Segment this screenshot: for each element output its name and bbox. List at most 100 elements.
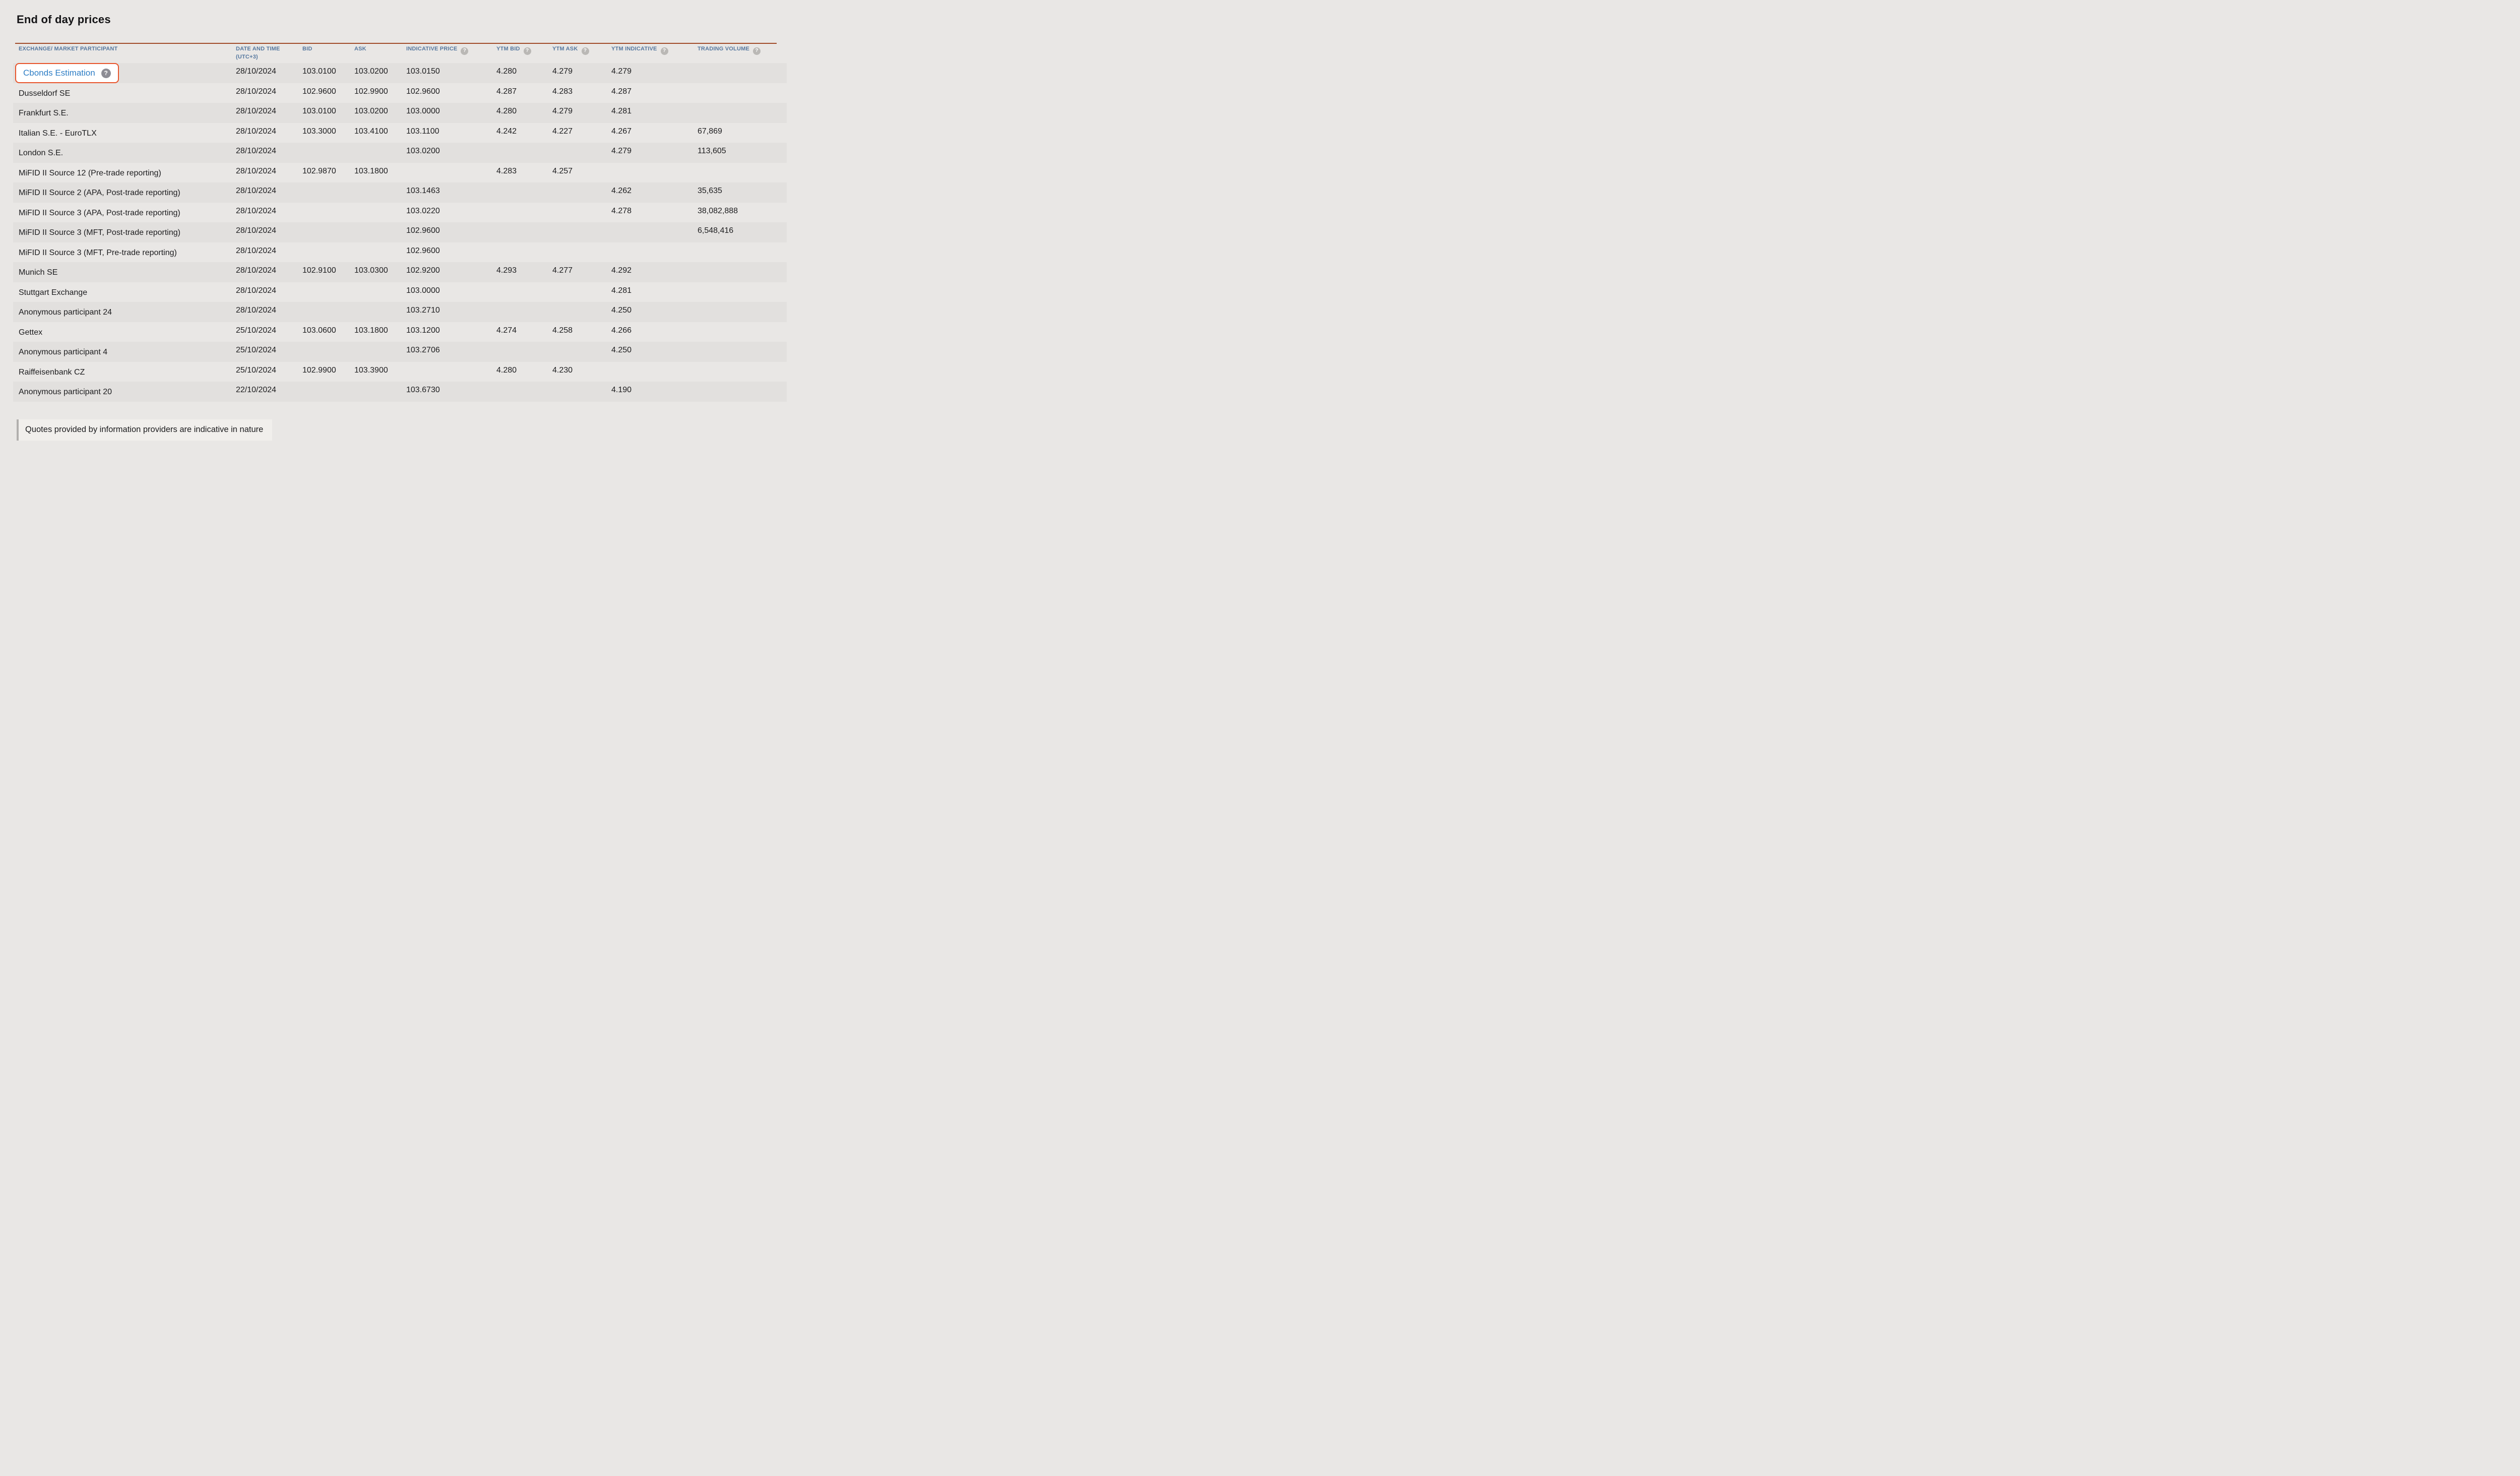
column-header-ytm_bid: YTM BID? (496, 45, 552, 55)
help-icon[interactable]: ? (461, 47, 469, 55)
cell-ytm_bid: 4.280 (496, 67, 517, 76)
cell-ytm_ask (552, 182, 611, 187)
footer-note-text: Quotes provided by information providers… (25, 425, 264, 434)
column-header-volume: TRADING VOLUME? (698, 45, 787, 55)
cell-participant: Cbonds Estimation? (13, 63, 236, 83)
cell-date: 28/10/2024 (236, 147, 277, 155)
cell-volume (698, 163, 787, 167)
cell-volume: 113,605 (698, 147, 726, 155)
cell-ytm_indicative (611, 222, 698, 226)
help-icon[interactable]: ? (101, 68, 111, 78)
cell-ytm_bid: 4.287 (496, 87, 517, 96)
cell-bid (302, 222, 354, 226)
help-icon[interactable]: ? (660, 47, 668, 55)
column-header-label: EXCHANGE/ MARKET PARTICIPANT (19, 46, 118, 52)
cell-ytm_ask (552, 203, 611, 207)
cell-participant: Stuttgart Exchange (19, 288, 88, 297)
cell-ytm_bid (496, 242, 552, 247)
cell-ask: 103.1800 (354, 166, 388, 175)
cell-date: 28/10/2024 (236, 266, 277, 275)
cell-ytm_bid (496, 203, 552, 207)
column-header-label: TRADING VOLUME (698, 46, 750, 52)
cell-date: 28/10/2024 (236, 286, 277, 295)
cell-ytm_ask (552, 302, 611, 306)
cell-ytm_indicative: 4.190 (611, 386, 632, 394)
cell-ytm_ask: 4.257 (552, 166, 573, 175)
cell-bid (302, 143, 354, 147)
cell-volume (698, 302, 787, 306)
cell-indicative: 102.9600 (406, 87, 440, 96)
cell-ytm_indicative: 4.250 (611, 306, 632, 315)
cell-ytm_bid: 4.280 (496, 107, 517, 115)
cbonds-estimation-link[interactable]: Cbonds Estimation (23, 68, 95, 78)
cell-ask (354, 382, 406, 386)
cbonds-estimation-highlight-box[interactable]: Cbonds Estimation? (15, 63, 119, 83)
cell-ytm_bid (496, 282, 552, 286)
cell-participant: Italian S.E. - EuroTLX (19, 129, 97, 138)
cell-indicative: 103.0000 (406, 107, 440, 115)
cell-bid: 102.9870 (302, 166, 336, 175)
cell-ytm_indicative: 4.279 (611, 147, 632, 155)
cell-volume (698, 63, 787, 67)
cell-bid (302, 342, 354, 346)
cell-ask: 103.4100 (354, 127, 388, 136)
cell-date: 25/10/2024 (236, 365, 277, 375)
cell-participant: MiFID II Source 12 (Pre-trade reporting) (19, 168, 161, 177)
column-header-label: YTM BID (496, 46, 520, 52)
cell-bid: 103.3000 (302, 127, 336, 136)
cell-ytm_indicative: 4.278 (611, 206, 632, 215)
column-header-label: YTM INDICATIVE (611, 46, 657, 52)
table-body: Cbonds Estimation? 28/10/2024 103.0100 103.… (13, 63, 787, 402)
table-row: Anonymous participant 4 25/10/2024 103.270… (13, 342, 787, 362)
cell-volume (698, 242, 787, 247)
cell-ytm_indicative: 4.266 (611, 326, 632, 335)
cell-indicative: 103.1463 (406, 187, 440, 195)
column-header-ask: ASK (354, 45, 406, 53)
cell-bid: 102.9100 (302, 266, 336, 275)
cell-ask (354, 282, 406, 286)
cell-date: 28/10/2024 (236, 107, 277, 115)
cell-bid: 102.9600 (302, 87, 336, 96)
cell-indicative: 103.2710 (406, 306, 440, 315)
cell-volume (698, 322, 787, 326)
cell-date: 25/10/2024 (236, 326, 277, 335)
cell-ytm_indicative: 4.281 (611, 107, 632, 115)
help-icon[interactable]: ? (753, 47, 761, 55)
cell-date: 28/10/2024 (236, 87, 277, 96)
table-row: Munich SE 28/10/2024 102.9100 103.0300 102.9… (13, 262, 787, 282)
cell-indicative: 103.2706 (406, 346, 440, 354)
cell-ytm_ask: 4.258 (552, 326, 573, 335)
table-row: Raiffeisenbank CZ 25/10/2024 102.9900 103.3… (13, 362, 787, 382)
cell-ytm_ask (552, 342, 611, 346)
table-row: Stuttgart Exchange 28/10/2024 103.0000 4.28… (13, 282, 787, 302)
cell-volume (698, 362, 787, 366)
cell-ytm_bid (496, 143, 552, 147)
cell-date: 28/10/2024 (236, 187, 277, 195)
cell-ytm_ask (552, 282, 611, 286)
cell-date: 25/10/2024 (236, 346, 277, 354)
cell-volume: 35,635 (698, 187, 722, 195)
cell-participant: London S.E. (19, 149, 64, 157)
cell-date: 28/10/2024 (236, 306, 277, 315)
page-title: End of day prices (17, 13, 111, 26)
column-header-label: BID (302, 46, 312, 52)
cell-ytm_ask: 4.227 (552, 127, 573, 136)
cell-ask (354, 242, 406, 247)
cell-participant: Gettex (19, 328, 43, 337)
column-header-label: DATE AND TIME (UTC+3) (236, 46, 280, 60)
cell-volume: 6,548,416 (698, 226, 734, 235)
table-row: Gettex 25/10/2024 103.0600 103.1800 103.1200… (13, 322, 787, 342)
cell-participant: Raiffeisenbank CZ (19, 367, 85, 377)
cell-ytm_bid: 4.274 (496, 326, 517, 335)
cell-indicative (406, 163, 496, 167)
help-icon[interactable]: ? (581, 47, 589, 55)
table-row: MiFID II Source 12 (Pre-trade reporting)… (13, 163, 787, 183)
column-header-participant: EXCHANGE/ MARKET PARTICIPANT (13, 45, 236, 53)
cell-participant: MiFID II Source 2 (APA, Post-trade repor… (19, 189, 180, 197)
help-icon[interactable]: ? (523, 47, 531, 55)
table-header-row: EXCHANGE/ MARKET PARTICIPANT DATE AND TIM… (13, 45, 787, 63)
column-header-date: DATE AND TIME (UTC+3) (236, 45, 302, 61)
column-header-label: ASK (354, 46, 366, 52)
table-row: Anonymous participant 24 28/10/2024 103.27… (13, 302, 787, 322)
column-header-label: YTM ASK (552, 46, 578, 52)
